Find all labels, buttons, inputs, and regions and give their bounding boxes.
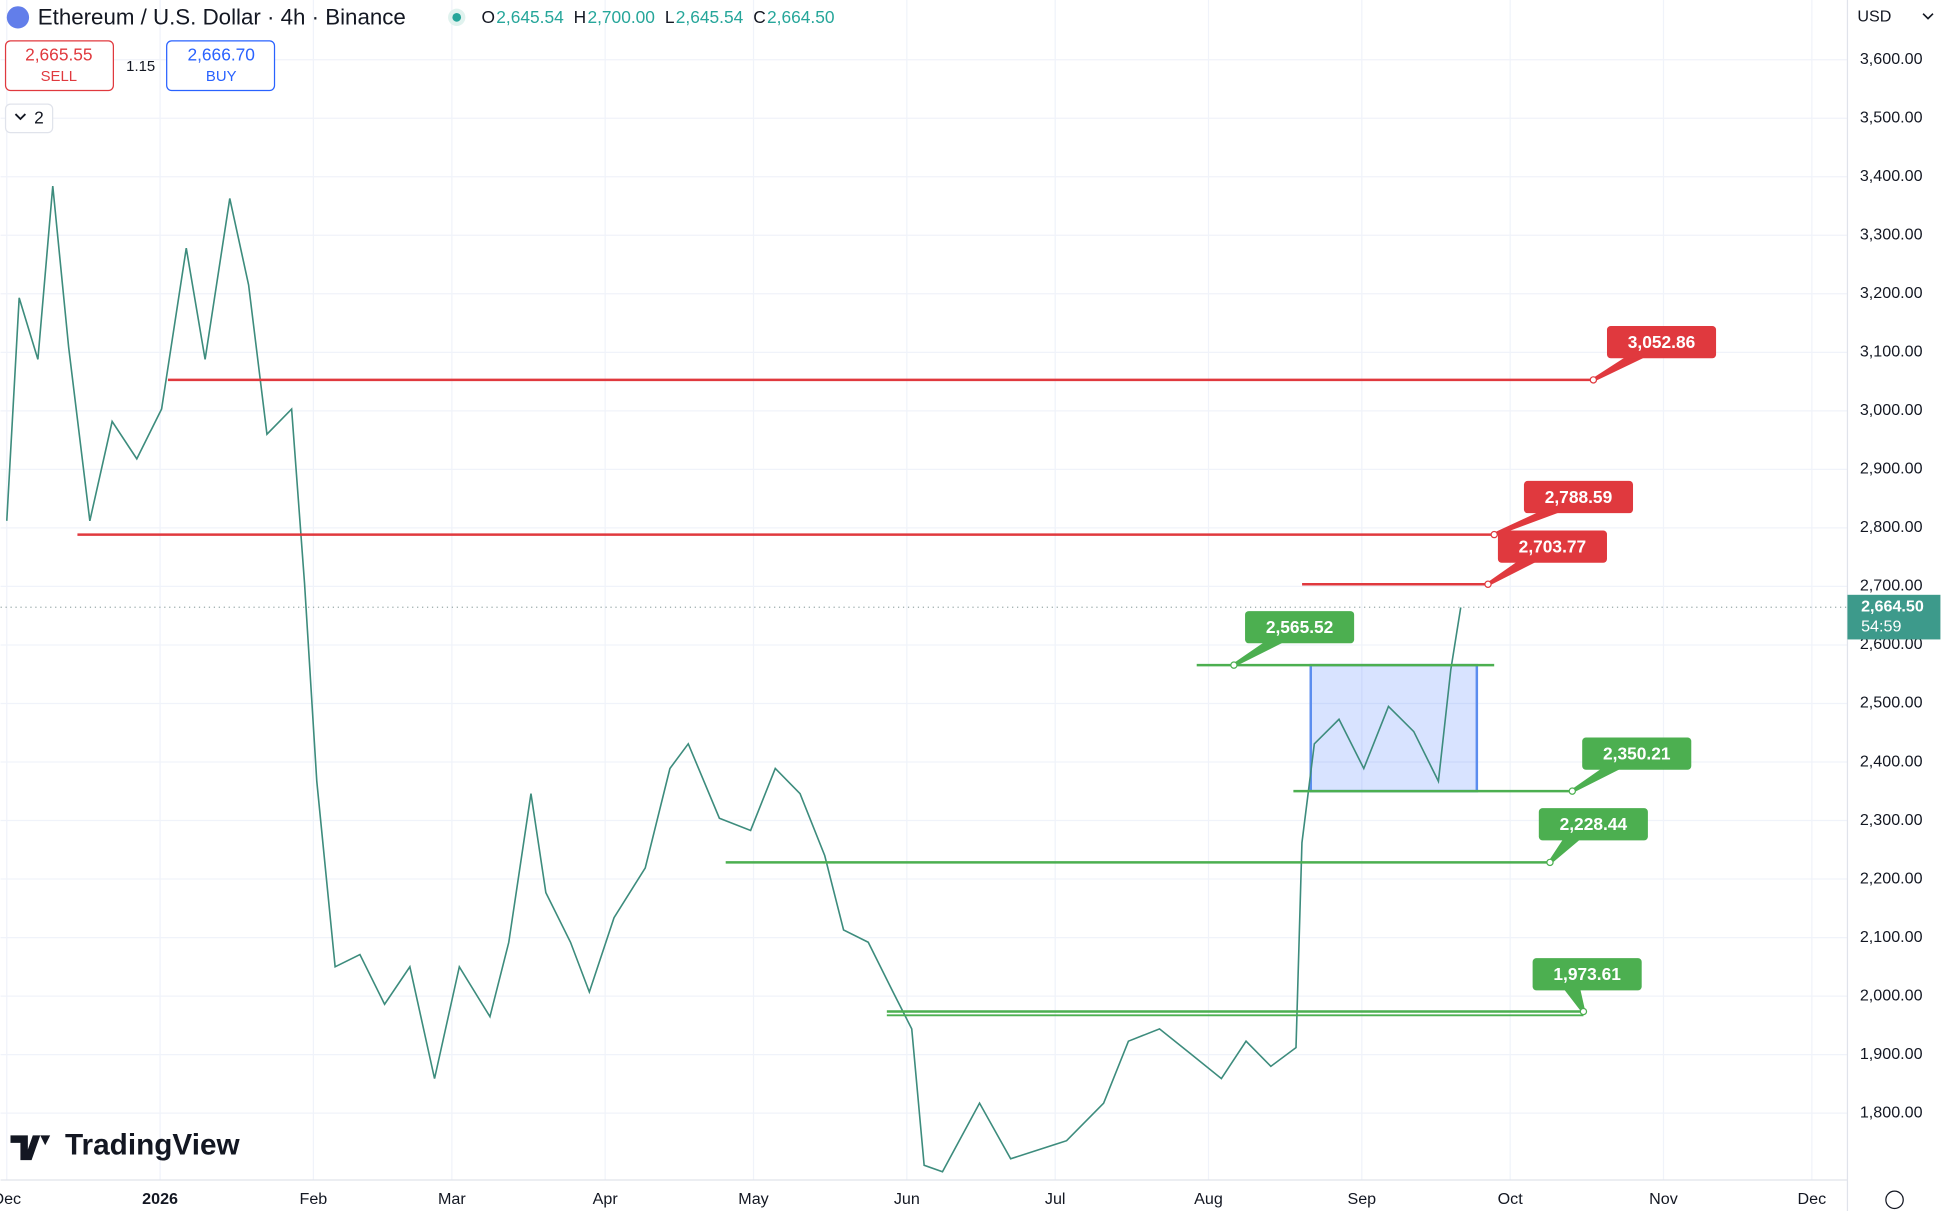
x-tick-label: Aug: [1194, 1190, 1223, 1208]
anchor: [1546, 858, 1554, 867]
x-tick-label: Feb: [299, 1190, 327, 1208]
x-tick-label: Dec: [0, 1190, 21, 1208]
anchor: [1484, 580, 1492, 588]
grid: [0, 0, 1848, 1181]
anchor: [1490, 530, 1498, 539]
level-label: 2,350.21: [1603, 743, 1671, 763]
y-tick-label: 3,600.00: [1860, 50, 1923, 68]
currency-chevron: [1922, 13, 1934, 20]
y-tick-label: 3,300.00: [1860, 226, 1923, 244]
level-label-box: [1538, 808, 1648, 841]
buy-button[interactable]: [166, 40, 276, 92]
brand-logo: [10, 1135, 51, 1161]
ohlc-key: H: [574, 7, 587, 27]
level-label-box: [1245, 611, 1355, 644]
buy-label: BUY: [206, 69, 237, 85]
y-tick-label: 1,800.00: [1860, 1103, 1923, 1121]
last-price-box: [1847, 594, 1941, 640]
price-line: [5, 185, 1462, 1173]
x-tick-label: Jul: [1045, 1190, 1066, 1208]
brand: TradingView: [65, 1128, 240, 1161]
level-label-box: [1532, 958, 1642, 991]
ohlc-value: 2,700.00: [587, 7, 655, 27]
y-tick-label: 2,600.00: [1860, 635, 1923, 653]
x-tick-label: Apr: [593, 1190, 619, 1208]
level-label: 2,228.44: [1560, 814, 1628, 834]
chart-title: Ethereum / U.S. Dollar · 4h · Binance: [38, 4, 406, 29]
sell-button[interactable]: [4, 40, 114, 92]
y-tick-label: 2,800.00: [1860, 518, 1923, 536]
level-label-box: [1523, 480, 1634, 514]
level-label: 1,973.61: [1553, 964, 1621, 984]
y-tick-label: 2,500.00: [1860, 694, 1923, 712]
y-tick-label: 2,300.00: [1860, 811, 1923, 829]
sell-label: SELL: [41, 69, 77, 85]
range-box: [1309, 663, 1479, 793]
status-dot: [452, 13, 462, 22]
x-tick-label: Mar: [438, 1190, 466, 1208]
currency-box[interactable]: [1849, 2, 1937, 33]
anchor: [1589, 376, 1598, 384]
anchor: [1579, 1007, 1588, 1016]
ohlc-value: 2,664.50: [767, 7, 835, 27]
y-tick-label: 2,200.00: [1860, 869, 1923, 887]
spread: 1.15: [126, 59, 155, 75]
buy-price: 2,666.70: [187, 44, 255, 64]
ohlc-value: 2,645.54: [676, 7, 744, 27]
level-label: 2,565.52: [1266, 617, 1334, 637]
sell-price: 2,665.55: [25, 44, 93, 64]
x-tick-label: Nov: [1649, 1190, 1678, 1208]
anchor: [1568, 787, 1576, 795]
plot: 3,052.86 2,788.59 2,703.77 2,565.52 2,350.21…: [0, 185, 1848, 1173]
x-tick-label: May: [738, 1190, 769, 1208]
y-tick-label: 1,900.00: [1860, 1045, 1923, 1063]
y-tick-label: 3,400.00: [1860, 167, 1923, 185]
y-tick-label: 3,500.00: [1860, 108, 1923, 126]
y-tick-label: 2,000.00: [1860, 986, 1923, 1004]
y-tick-label: 3,000.00: [1860, 401, 1923, 419]
x-tick-label: 2026: [142, 1190, 178, 1208]
ohlc-value: 2,645.54: [496, 7, 564, 27]
x-tick-label: Oct: [1498, 1190, 1524, 1208]
ohlc-key: L: [665, 7, 675, 27]
y-tick-label: 3,100.00: [1860, 343, 1923, 361]
level-label-box: [1606, 325, 1717, 359]
level-label: 2,788.59: [1545, 487, 1613, 507]
countdown: 54:59: [1861, 617, 1901, 635]
chevron: [14, 113, 27, 121]
ohlc: O 2,645.54 H 2,700.00 L 2,645.54 C 2,664.50: [482, 7, 835, 27]
x-tick-label: Dec: [1798, 1190, 1827, 1208]
level-label: 2,703.77: [1519, 536, 1587, 556]
x-tick-label: Sep: [1347, 1190, 1376, 1208]
level-label-box: [1497, 530, 1607, 563]
level-label-box: [1582, 737, 1692, 770]
y-tick-label: 3,200.00: [1860, 284, 1923, 302]
anchor: [1230, 661, 1238, 669]
y-tick-label: 2,100.00: [1860, 928, 1923, 946]
y-tick-label: 2,900.00: [1860, 460, 1923, 478]
x-tick-label: Jun: [894, 1190, 920, 1208]
level-label: 3,052.86: [1628, 332, 1696, 352]
settings-icon[interactable]: [1885, 1190, 1904, 1210]
currency: USD: [1857, 8, 1891, 26]
y-tick-label: 2,400.00: [1860, 752, 1923, 770]
ohlc-key: O: [482, 7, 496, 27]
y-tick-label: 2,700.00: [1860, 577, 1923, 595]
indicator-toggle[interactable]: [4, 103, 54, 134]
ohlc-key: C: [753, 7, 766, 27]
coin-logo: [6, 6, 30, 29]
last-price: 2,664.50: [1861, 597, 1924, 615]
indicator-count: 2: [34, 108, 44, 128]
